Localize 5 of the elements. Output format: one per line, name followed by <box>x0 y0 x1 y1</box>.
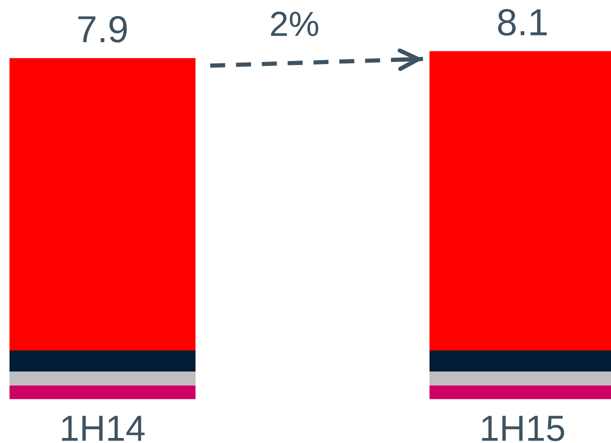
x-tick-label: 1H15 <box>482 416 564 442</box>
x-tick-label: 1H14 <box>62 416 145 441</box>
annotation: 7.9 <box>78 16 127 43</box>
annotation: 8.1 <box>498 9 547 36</box>
text: 2% <box>271 12 318 36</box>
